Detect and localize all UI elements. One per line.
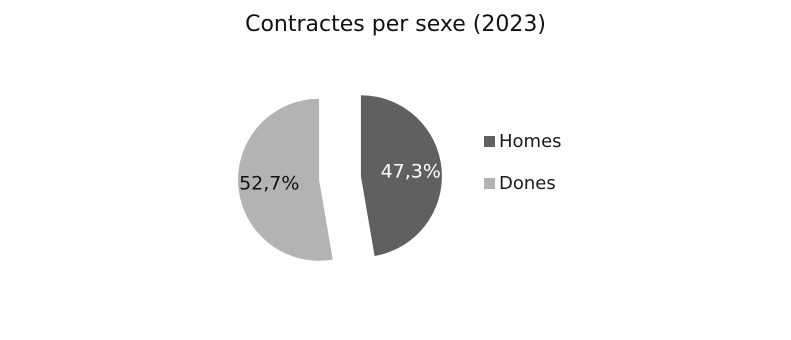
slice-label-homes: 47,3% [381,160,441,182]
legend-swatch-dones [484,177,495,189]
pie-slices [238,95,442,261]
legend-swatch-homes [484,135,495,147]
chart-legend: Homes Dones [484,130,562,214]
slice-label-dones: 52,7% [239,173,299,195]
pie-slice-homes [360,95,442,257]
chart-title: Contractes per sexe (2023) [245,12,546,37]
legend-item-dones: Dones [484,172,562,194]
pie-slice-labels: 47,3% 52,7% [239,160,441,194]
pie-slice-dones [238,98,333,261]
legend-label-homes: Homes [499,130,562,152]
legend-label-dones: Dones [499,172,556,194]
legend-item-homes: Homes [484,130,562,152]
